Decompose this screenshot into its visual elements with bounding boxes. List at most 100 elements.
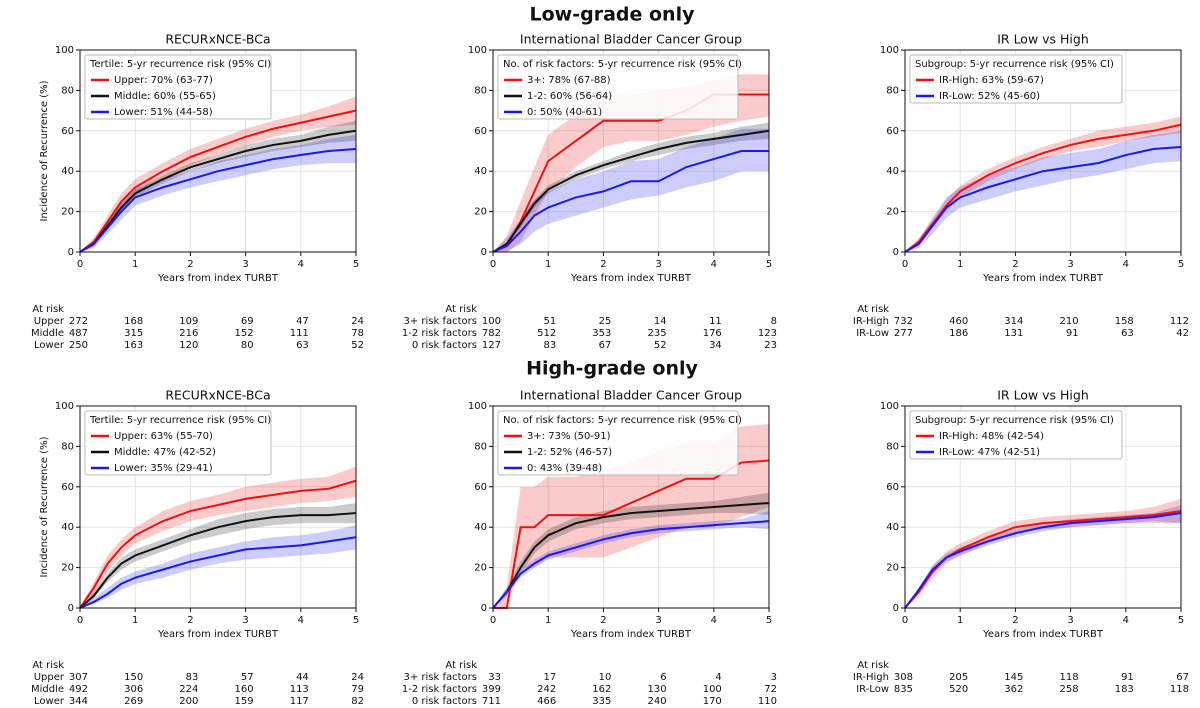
x-tick-label: 2 bbox=[187, 259, 193, 270]
y-tick-label: 20 bbox=[61, 563, 74, 574]
risk-table-title: At risk bbox=[32, 304, 64, 315]
risk-count: 83 bbox=[186, 672, 199, 683]
legend-label: Lower: 35% (29-41) bbox=[114, 463, 213, 474]
risk-count: 25 bbox=[599, 316, 612, 327]
risk-table-title: At risk bbox=[445, 660, 477, 671]
risk-count: 80 bbox=[241, 340, 254, 351]
risk-row-label: 0 risk factors bbox=[412, 696, 477, 707]
ci-band bbox=[80, 466, 356, 608]
risk-row-label: IR-High bbox=[853, 316, 889, 327]
y-tick-label: 80 bbox=[886, 441, 899, 452]
legend-title: Subgroup: 5-yr recurrence risk (95% CI) bbox=[915, 415, 1114, 426]
y-tick-label: 0 bbox=[481, 247, 487, 258]
risk-count: 24 bbox=[351, 316, 364, 327]
series-line bbox=[492, 150, 769, 253]
x-tick-label: 3 bbox=[655, 259, 661, 270]
risk-count: 158 bbox=[1115, 316, 1134, 327]
risk-count: 520 bbox=[949, 684, 968, 695]
risk-row-label: 3+ risk factors bbox=[404, 672, 478, 683]
series-line bbox=[79, 147, 357, 253]
risk-count: 111 bbox=[290, 328, 309, 339]
risk-count: 131 bbox=[1004, 328, 1023, 339]
legend-label: IR-Low: 47% (42-51) bbox=[939, 447, 1040, 458]
risk-table-title: At risk bbox=[32, 660, 64, 671]
legend-title: Subgroup: 5-yr recurrence risk (95% CI) bbox=[915, 59, 1114, 70]
x-tick-label: 5 bbox=[1178, 615, 1184, 626]
y-tick-label: 20 bbox=[61, 207, 74, 218]
y-tick-label: 60 bbox=[61, 482, 74, 493]
y-tick-label: 40 bbox=[886, 522, 899, 533]
y-tick-label: 80 bbox=[474, 441, 487, 452]
legend-box bbox=[497, 410, 739, 476]
risk-count: 258 bbox=[1060, 684, 1079, 695]
risk-count: 14 bbox=[654, 316, 667, 327]
risk-row-label: Middle bbox=[31, 684, 64, 695]
risk-count: 78 bbox=[351, 328, 364, 339]
legend-label: 1-2: 52% (46-57) bbox=[527, 447, 612, 458]
risk-count: 83 bbox=[543, 340, 556, 351]
risk-count: 109 bbox=[179, 316, 198, 327]
risk-count: 307 bbox=[69, 672, 88, 683]
series-line bbox=[79, 109, 357, 253]
risk-count: 117 bbox=[290, 696, 309, 707]
chart-title: RECURxNCE-BCa bbox=[165, 32, 270, 47]
legend-title: Tertile: 5-yr recurrence risk (95% CI) bbox=[89, 415, 271, 426]
y-tick-label: 100 bbox=[468, 401, 487, 412]
risk-count: 160 bbox=[235, 684, 254, 695]
x-tick-label: 5 bbox=[766, 259, 772, 270]
x-tick-label: 0 bbox=[902, 259, 908, 270]
risk-count: 200 bbox=[179, 696, 198, 707]
ci-band bbox=[80, 134, 356, 252]
risk-count: 24 bbox=[351, 672, 364, 683]
y-tick-label: 0 bbox=[68, 603, 74, 614]
x-tick-label: 1 bbox=[132, 615, 138, 626]
legend-label: 0: 43% (39-48) bbox=[527, 463, 602, 474]
x-tick-label: 4 bbox=[711, 259, 717, 270]
series-line bbox=[904, 512, 1182, 609]
risk-count: 52 bbox=[654, 340, 667, 351]
risk-count: 44 bbox=[296, 672, 309, 683]
risk-count: 113 bbox=[290, 684, 309, 695]
risk-row-label: IR-Low bbox=[856, 328, 889, 339]
plot-frame bbox=[904, 49, 1182, 253]
risk-table-title: At risk bbox=[857, 660, 889, 671]
y-tick-label: 80 bbox=[61, 441, 74, 452]
x-tick-label: 1 bbox=[545, 615, 551, 626]
y-tick-label: 60 bbox=[474, 482, 487, 493]
x-axis-label: Years from index TURBT bbox=[570, 273, 692, 284]
legend-label: 1-2: 60% (56-64) bbox=[527, 91, 612, 102]
legend-title: No. of risk factors: 5-yr recurrence ris… bbox=[503, 415, 742, 426]
y-tick-label: 0 bbox=[893, 603, 899, 614]
series-line bbox=[79, 512, 357, 609]
risk-table-title: At risk bbox=[445, 304, 477, 315]
risk-count: 3 bbox=[771, 672, 777, 683]
x-tick-label: 2 bbox=[1012, 615, 1018, 626]
risk-count: 130 bbox=[648, 684, 667, 695]
risk-count: 110 bbox=[758, 696, 777, 707]
risk-count: 152 bbox=[235, 328, 254, 339]
risk-row-label: IR-High bbox=[853, 672, 889, 683]
risk-count: 224 bbox=[179, 684, 198, 695]
series-line bbox=[904, 145, 1182, 253]
risk-count: 466 bbox=[537, 696, 556, 707]
x-tick-label: 2 bbox=[600, 615, 606, 626]
x-tick-label: 4 bbox=[1123, 615, 1129, 626]
risk-row-label: Upper bbox=[34, 672, 65, 683]
risk-count: 362 bbox=[1004, 684, 1023, 695]
plot-frame bbox=[492, 405, 770, 609]
legend-label: Lower: 51% (44-58) bbox=[114, 107, 213, 118]
risk-count: 82 bbox=[351, 696, 364, 707]
x-tick-label: 0 bbox=[490, 259, 496, 270]
legend-label: IR-High: 63% (59-67) bbox=[939, 75, 1044, 86]
risk-count: 33 bbox=[488, 672, 501, 683]
risk-row-label: IR-Low bbox=[856, 684, 889, 695]
chart-title: IR Low vs High bbox=[997, 32, 1089, 47]
risk-count: 10 bbox=[599, 672, 612, 683]
risk-count: 91 bbox=[1066, 328, 1079, 339]
legend-box bbox=[909, 410, 1123, 460]
y-tick-label: 40 bbox=[61, 522, 74, 533]
x-tick-label: 2 bbox=[187, 615, 193, 626]
risk-count: 47 bbox=[296, 316, 309, 327]
risk-count: 269 bbox=[124, 696, 143, 707]
ci-band bbox=[493, 511, 769, 608]
